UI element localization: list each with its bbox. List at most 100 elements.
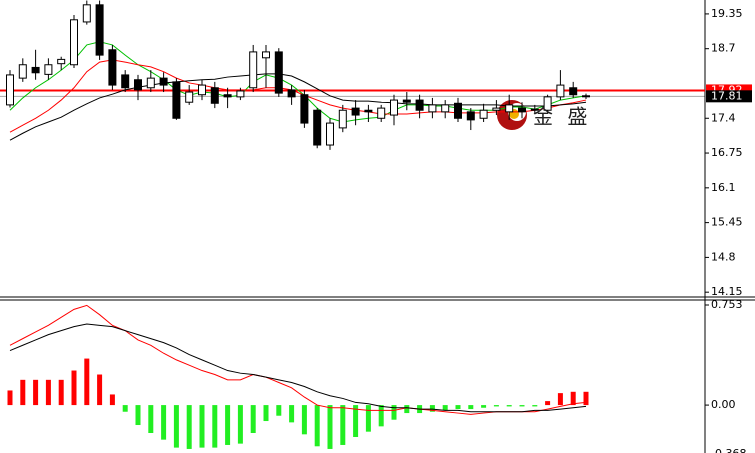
histogram-bar <box>468 405 474 410</box>
y-tick-label: 15.45 <box>711 216 743 229</box>
histogram-bar <box>122 405 128 412</box>
candle-body <box>249 51 258 89</box>
candle-body <box>146 77 155 89</box>
candle-body <box>415 99 424 111</box>
y-tick-label: 14.8 <box>711 250 736 263</box>
histogram-bar <box>7 390 13 406</box>
candle-body <box>6 74 14 106</box>
histogram-bar <box>506 405 512 407</box>
histogram-bar <box>365 405 371 432</box>
histogram-bar <box>33 379 39 406</box>
y-tick-label: 14.15 <box>711 285 743 298</box>
price-tag-label: 17.81 <box>711 89 743 102</box>
candle-body <box>134 79 142 91</box>
moving-average <box>9 41 587 123</box>
histogram-bar <box>404 405 410 414</box>
histogram-bar <box>173 405 179 448</box>
histogram-bar <box>314 405 320 447</box>
candle-body <box>31 66 40 74</box>
candle-body <box>121 74 130 89</box>
histogram-bar <box>481 405 487 408</box>
histogram-bar <box>289 405 295 423</box>
histogram-bar <box>199 405 205 448</box>
histogram-bar <box>263 405 269 422</box>
candle-body <box>582 95 590 98</box>
histogram-bar <box>186 405 192 449</box>
price-tag <box>706 90 752 103</box>
candle-body <box>70 19 78 66</box>
candle-body <box>172 81 181 119</box>
histogram-bar <box>519 405 525 407</box>
y-tick-label: -0.368 <box>711 447 746 453</box>
y-tick-label: 18.7 <box>711 42 736 55</box>
histogram-bar <box>557 393 563 406</box>
candle-body <box>300 94 309 124</box>
candle-body <box>223 94 232 98</box>
histogram-bar <box>109 394 115 406</box>
candle-body <box>569 87 578 96</box>
candle-body <box>556 84 565 98</box>
candle-body <box>441 104 450 113</box>
moving-average <box>9 73 587 141</box>
candle-body <box>95 4 104 56</box>
histogram-bar <box>301 405 307 435</box>
histogram-bar <box>237 405 243 444</box>
histogram-bar <box>391 405 397 420</box>
candle-body <box>492 107 501 111</box>
candle-body <box>313 109 322 146</box>
candle-body <box>287 89 296 98</box>
candle-body <box>390 99 398 116</box>
histogram-bar <box>250 405 256 433</box>
candle-body <box>326 122 334 146</box>
candle-body <box>198 84 206 96</box>
histogram-bar <box>45 379 51 406</box>
histogram-bar <box>353 405 359 437</box>
candle-body <box>428 104 437 113</box>
y-tick-label: 16.75 <box>711 146 743 159</box>
histogram-bar <box>135 405 141 426</box>
histogram-bar <box>532 405 538 407</box>
candle-body <box>210 87 219 104</box>
histogram-bar <box>212 405 218 448</box>
histogram-bar <box>340 405 346 445</box>
histogram-bar <box>570 391 576 406</box>
candle-body <box>479 109 488 119</box>
candle-body <box>274 51 283 94</box>
candle-body <box>57 58 66 65</box>
candle-body <box>377 107 386 119</box>
candle-body <box>44 64 53 75</box>
histogram-bar <box>378 405 384 427</box>
histogram-bar <box>327 405 333 449</box>
histogram-bar <box>84 358 90 406</box>
histogram-bar <box>225 405 231 445</box>
candle-body <box>108 49 117 86</box>
candle-body <box>82 4 91 23</box>
macd-line <box>9 304 587 415</box>
candle-body <box>466 111 475 121</box>
histogram-bar <box>583 391 589 406</box>
histogram-bar <box>493 405 499 407</box>
histogram-bar <box>71 370 77 406</box>
candle-body <box>518 107 526 113</box>
histogram-bar <box>58 379 64 406</box>
y-tick-label: 0.753 <box>711 298 743 311</box>
histogram-bar <box>276 405 282 416</box>
y-tick-label: 19.35 <box>711 7 743 20</box>
histogram-bar <box>148 405 154 433</box>
y-tick-label: 17.4 <box>711 111 736 124</box>
candle-body <box>454 102 462 119</box>
histogram-bar <box>429 405 435 412</box>
moving-average <box>9 59 587 133</box>
candle-body <box>351 107 360 116</box>
macd-line <box>9 323 587 413</box>
histogram-bar <box>20 379 26 406</box>
y-tick-label: 16.1 <box>711 181 736 194</box>
histogram-bar <box>161 405 167 440</box>
candle-body <box>505 104 514 113</box>
histogram-bar <box>97 374 103 406</box>
candle-body <box>18 64 27 79</box>
histogram-bar <box>545 401 551 406</box>
candle-body <box>543 96 552 111</box>
candle-body <box>364 109 373 113</box>
